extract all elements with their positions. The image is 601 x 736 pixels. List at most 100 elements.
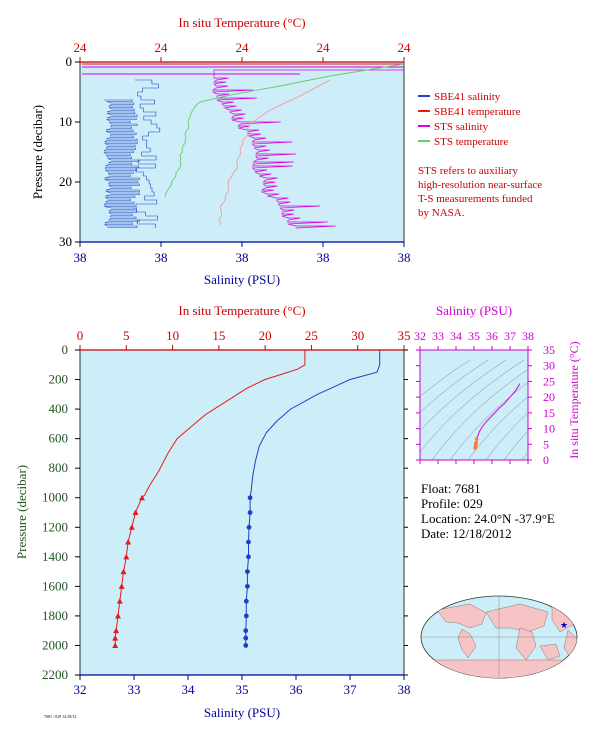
footer-code: 7681 / 029 12/18/12 <box>44 714 76 719</box>
salinity-data-point <box>243 628 249 634</box>
temperature-data-point <box>139 494 146 501</box>
float-location: Location: 24.0°N -37.9°E <box>421 511 555 526</box>
main-temperature-tick-label: 15 <box>212 328 225 343</box>
ts-salinity-tick-labels: 32 33 34 35 36 37 38 <box>414 329 534 343</box>
ts-data-point <box>473 446 478 450</box>
main-salinity-tick-label: 38 <box>398 682 411 697</box>
ts-salinity-tick-label: 33 <box>432 329 444 343</box>
main-pressure-tick-label: 2000 <box>42 637 68 652</box>
main-pressure-tick-label: 0 <box>62 342 69 357</box>
sbe41-temperature-trace <box>218 79 331 226</box>
temperature-data-point <box>128 524 135 530</box>
top-salinity-tick-label: 38 <box>236 250 249 265</box>
ts-temperature-tick-label: 5 <box>543 437 549 451</box>
main-temperature-tick-labels: 0 5 10 15 20 25 30 35 <box>77 328 411 343</box>
salinity-data-point <box>247 510 253 515</box>
salinity-data-point <box>243 643 249 648</box>
salinity-data-point <box>246 554 251 560</box>
sbe41-salinity-trace <box>103 99 140 228</box>
salinity-data-point <box>245 583 250 589</box>
density-contour <box>420 359 489 413</box>
ts-density-contours <box>420 359 528 460</box>
ts-temperature-tick-label: 20 <box>543 390 555 404</box>
main-salinity-tick-label: 35 <box>236 682 249 697</box>
main-traces <box>112 350 381 648</box>
top-pressure-tick-label: 30 <box>59 234 72 249</box>
ts-temperature-axis-title: In situ Temperature (°C) <box>567 341 581 458</box>
salinity-profile-line <box>245 350 381 646</box>
map-graticule <box>421 596 577 678</box>
temperature-data-point <box>123 553 130 560</box>
main-plot-area <box>79 349 405 676</box>
salinity-data-point <box>246 524 252 530</box>
main-pressure-tick-label: 1800 <box>42 608 68 623</box>
main-pressure-tick-labels: 0 200 400 600 800 1000 1200 1400 1600 1800 2000 220… <box>42 342 68 682</box>
main-temperature-tick-label: 20 <box>259 328 272 343</box>
float-location-marker: ★ <box>560 620 568 630</box>
salinity-data-point <box>243 635 249 641</box>
ts-trace <box>473 383 521 450</box>
legend-label: SBE41 temperature <box>434 106 521 118</box>
ts-salinity-tick-label: 38 <box>522 329 534 343</box>
ts-temperature-tick-label: 30 <box>543 359 555 373</box>
temperature-profile-line <box>114 350 306 646</box>
ts-salinity-tick-label: 35 <box>468 329 480 343</box>
main-temperature-axis-title: In situ Temperature (°C) <box>178 303 305 318</box>
main-pressure-tick-label: 200 <box>49 372 69 387</box>
ts-temperature-tick-label: 25 <box>543 374 555 388</box>
ts-salinity-tick-label: 32 <box>414 329 426 343</box>
main-pressure-axis-title: Pressure (decibar) <box>14 465 29 559</box>
float-id: Float: 7681 <box>421 481 481 496</box>
legend-label: SBE41 salinity <box>434 91 501 103</box>
top-pressure-axis-title: Pressure (decibar) <box>30 105 45 199</box>
main-pressure-tick-label: 2200 <box>42 667 68 682</box>
top-pressure-tick-label: 20 <box>59 174 72 189</box>
ts-salinity-axis-title: Salinity (PSU) <box>436 303 512 318</box>
top-temperature-tick-label: 24 <box>74 40 88 55</box>
sbe41-salinity-trace-2 <box>135 79 161 228</box>
top-salinity-axis-title: Salinity (PSU) <box>204 272 280 287</box>
main-pressure-tick-label: 800 <box>49 460 69 475</box>
ts-temperature-tick-label: 15 <box>543 406 555 420</box>
top-chart: In situ Temperature (°C) 24 24 24 24 24 38 38… <box>30 15 542 287</box>
top-temperature-tick-label: 24 <box>155 40 169 55</box>
salinity-data-point <box>246 539 251 545</box>
top-temperature-tick-label: 24 <box>398 40 412 55</box>
temperature-data-point <box>114 612 121 619</box>
temperature-data-point <box>125 539 132 545</box>
density-contour <box>449 381 528 460</box>
top-pressure-tick-label: 0 <box>66 54 73 69</box>
density-contour <box>521 451 528 460</box>
sts-note-line: T-S measurements funded <box>418 193 533 205</box>
ts-temperature-tick-label: 0 <box>543 453 549 467</box>
temperature-data-point <box>120 568 127 575</box>
main-salinity-tick-label: 36 <box>290 682 304 697</box>
density-contour <box>420 359 525 453</box>
density-contour <box>467 396 528 460</box>
ts-plot-area <box>419 349 529 461</box>
ts-temperature-tick-label: 10 <box>543 422 555 436</box>
density-contour <box>431 369 528 460</box>
top-salinity-tick-label: 38 <box>74 250 87 265</box>
main-salinity-tick-label: 32 <box>74 682 87 697</box>
sts-temperature-trace <box>164 63 405 198</box>
top-temperature-axis-title: In situ Temperature (°C) <box>178 15 305 30</box>
main-salinity-tick-label: 33 <box>128 682 141 697</box>
main-pressure-tick-label: 400 <box>49 401 69 416</box>
top-pressure-tick-label: 10 <box>59 114 72 129</box>
main-pressure-tick-label: 600 <box>49 431 69 446</box>
density-contour <box>420 359 471 397</box>
sts-note-line: by NASA. <box>418 207 465 219</box>
top-temperature-tick-label: 24 <box>236 40 250 55</box>
main-pressure-tick-label: 1000 <box>42 490 68 505</box>
top-temperature-tick-label: 24 <box>317 40 331 55</box>
top-traces <box>82 63 405 229</box>
temperature-data-point <box>112 642 119 648</box>
main-salinity-tick-label: 37 <box>344 682 358 697</box>
main-temperature-tick-label: 5 <box>123 328 130 343</box>
temperature-data-point <box>112 635 119 641</box>
main-temperature-tick-label: 25 <box>305 328 318 343</box>
top-legend: SBE41 salinity SBE41 temperature STS salin… <box>418 91 521 148</box>
main-salinity-axis-title: Salinity (PSU) <box>204 705 280 720</box>
